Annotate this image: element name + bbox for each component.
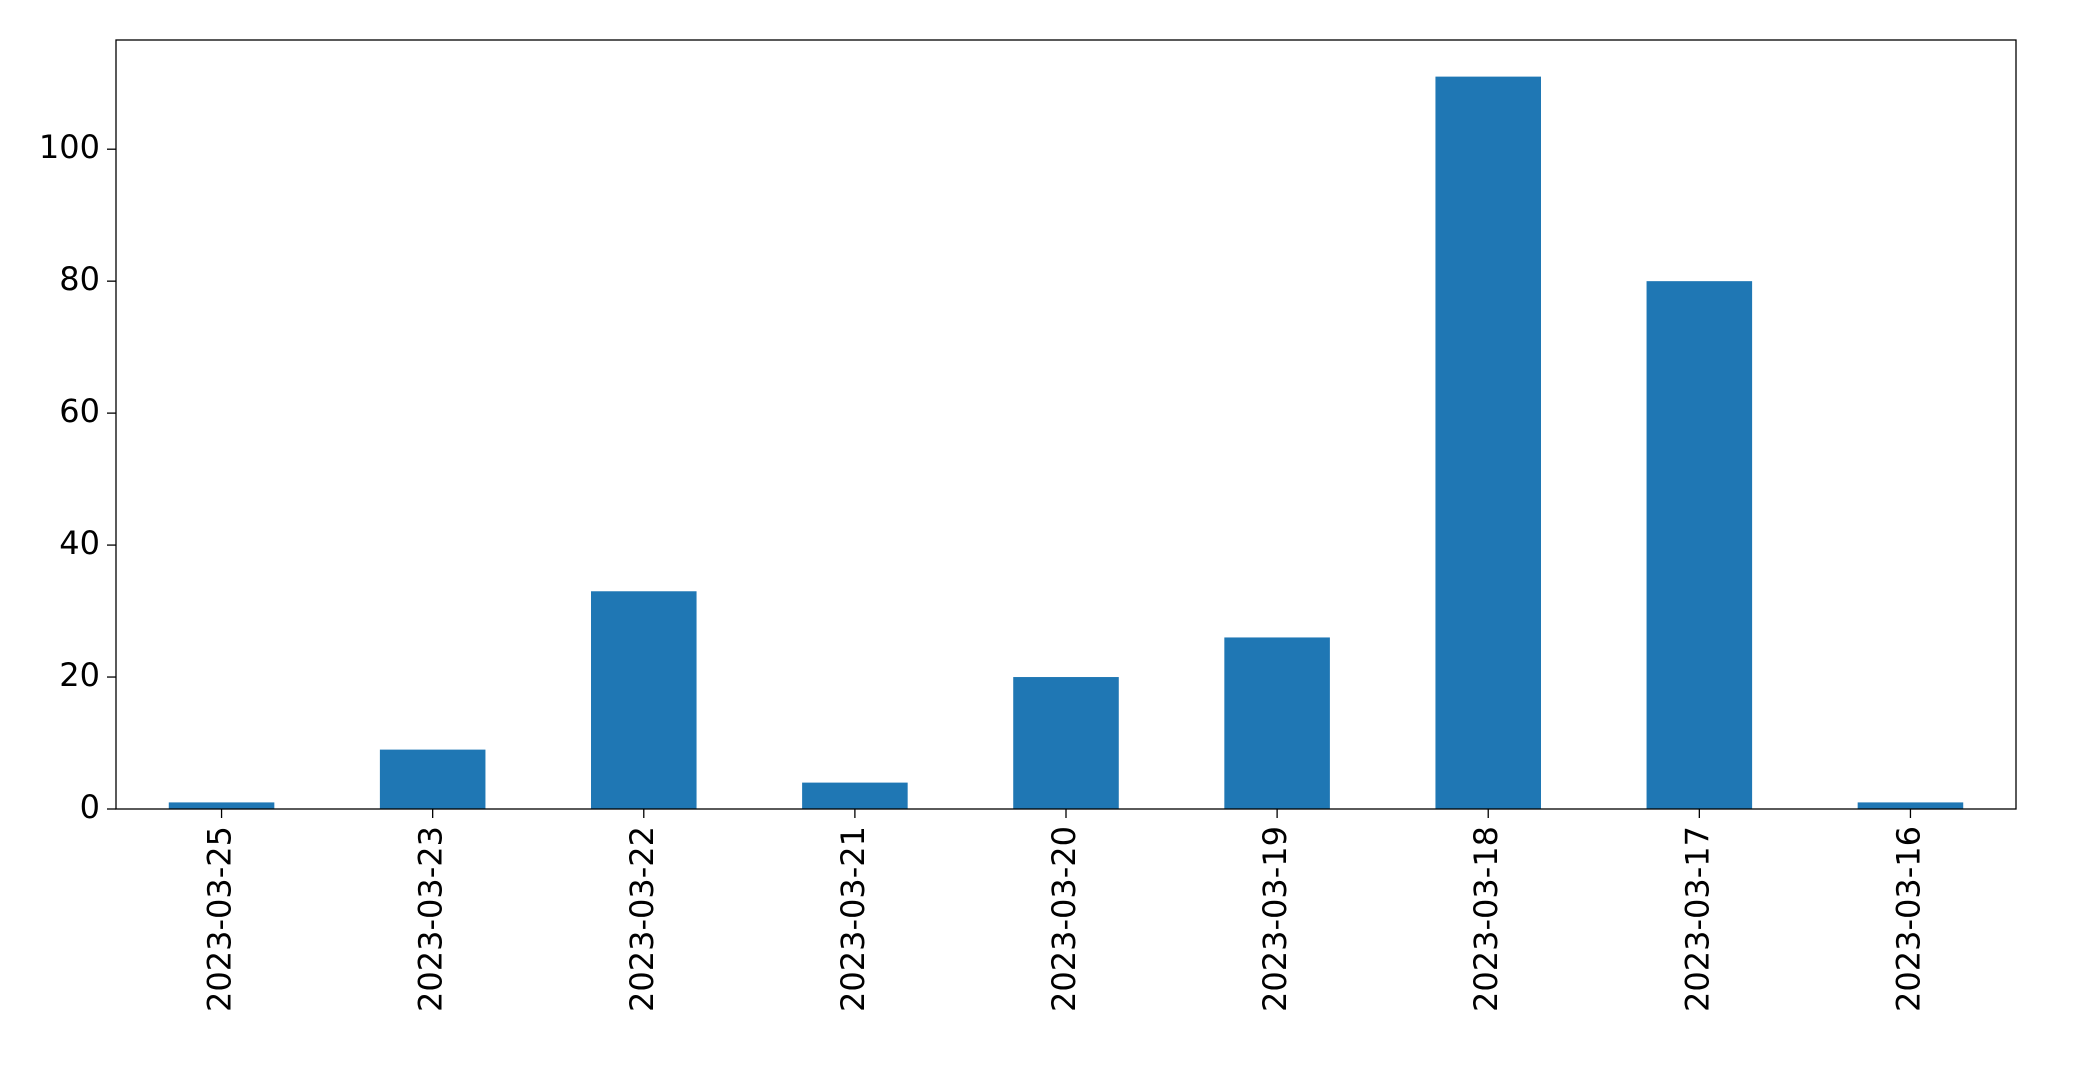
x-tick-label: 2023-03-17 — [1678, 826, 1716, 1012]
bar — [1435, 76, 1541, 810]
bar — [379, 749, 486, 809]
y-tick-label: 20 — [59, 656, 100, 694]
x-tick-label: 2023-03-19 — [1256, 826, 1294, 1012]
y-tick-label: 60 — [59, 392, 100, 430]
bar — [1646, 281, 1753, 810]
x-tick-label: 2023-03-20 — [1045, 826, 1083, 1012]
bar — [802, 782, 908, 809]
y-tick-label: 0 — [80, 788, 100, 826]
x-tick-label: 2023-03-16 — [1889, 826, 1927, 1012]
x-tick-label: 2023-03-25 — [201, 826, 239, 1012]
plot-frame — [115, 39, 2017, 810]
x-tick-label: 2023-03-21 — [834, 826, 872, 1012]
bar — [168, 802, 275, 809]
x-tick-label: 2023-03-23 — [412, 826, 450, 1012]
y-tick-label: 80 — [59, 260, 100, 298]
bar — [591, 591, 697, 809]
bar — [1224, 637, 1330, 809]
x-tick-label: 2023-03-18 — [1467, 826, 1505, 1012]
x-tick-label: 2023-03-22 — [623, 826, 661, 1012]
bar — [1857, 802, 1964, 809]
y-tick-label: 100 — [39, 128, 100, 166]
bar — [1013, 677, 1119, 809]
y-tick-label: 40 — [59, 524, 100, 562]
